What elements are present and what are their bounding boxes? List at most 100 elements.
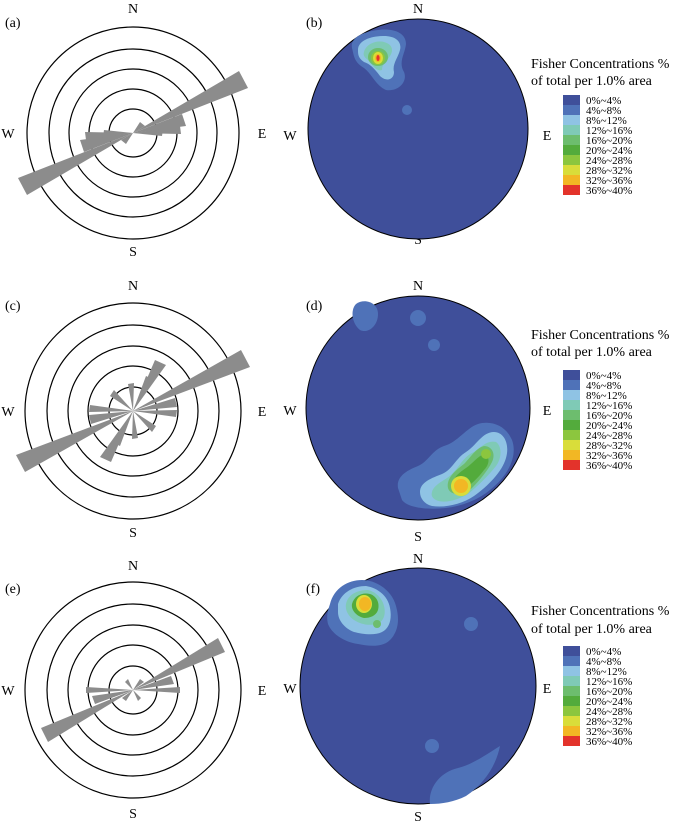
rose-ring	[67, 624, 199, 756]
legend-label: 32%~36%	[586, 175, 632, 187]
legend-label: 20%~24%	[586, 145, 632, 157]
legend-label: 12%~16%	[586, 400, 632, 412]
direction-e: E	[543, 404, 552, 419]
rose-ring-outer	[24, 581, 242, 799]
legend-swatch	[563, 696, 580, 706]
rose-petal	[133, 411, 156, 432]
legend-swatch	[563, 125, 580, 135]
panel-label-a: (a)	[5, 16, 21, 31]
legend-label: 32%~36%	[586, 726, 632, 738]
legend-swatch	[563, 450, 580, 460]
contour-4-8	[428, 339, 440, 351]
legend-swatch	[563, 390, 580, 400]
direction-s: S	[129, 807, 137, 822]
rose-ring	[46, 324, 220, 498]
rose-petal	[132, 411, 138, 439]
legend-swatch	[563, 165, 580, 175]
direction-w: W	[283, 682, 297, 697]
legend-title-line1: Fisher Concentrations %	[531, 57, 670, 72]
direction-e: E	[258, 127, 267, 142]
rose-ring	[87, 365, 179, 457]
direction-n: N	[128, 559, 138, 574]
rose-petal-dominant	[16, 411, 133, 472]
rose-petal	[133, 690, 141, 701]
rose-petal	[121, 133, 133, 144]
legend-label: 36%~40%	[586, 185, 632, 197]
direction-w: W	[283, 129, 297, 144]
rose-petal	[125, 679, 133, 690]
legend-label: 8%~12%	[586, 390, 627, 402]
legend-label: 0%~4%	[586, 95, 621, 107]
rose-diagram-e: (e) N S E W	[1, 559, 266, 822]
legend-swatch	[563, 105, 580, 115]
legend-label: 28%~32%	[586, 165, 632, 177]
contour-36-40	[376, 55, 380, 61]
panel-label-d: (d)	[306, 299, 323, 314]
legend-label: 20%~24%	[586, 420, 632, 432]
legend-swatch	[563, 440, 580, 450]
concentration-contours	[351, 29, 412, 115]
legend-label: 4%~8%	[586, 656, 621, 668]
legend-label: 24%~28%	[586, 430, 632, 442]
rose-ring-outer	[24, 302, 242, 520]
legend-swatch	[563, 145, 580, 155]
rose-petals	[16, 350, 250, 472]
legend-label: 4%~8%	[586, 380, 621, 392]
legend-title-line1: Fisher Concentrations %	[531, 328, 670, 343]
legend-swatch	[563, 155, 580, 165]
legend-swatches: 0%~4%4%~8%8%~12%12%~16%16%~20%20%~24%24%…	[563, 95, 632, 197]
legend-label: 12%~16%	[586, 125, 632, 137]
legend-swatch	[563, 646, 580, 656]
direction-s: S	[414, 233, 422, 248]
stereonet-f: (f) N S E W	[283, 552, 551, 824]
contour-16-20	[373, 620, 381, 628]
legend-label: 8%~12%	[586, 115, 627, 127]
legend-swatch	[563, 706, 580, 716]
rose-petal	[80, 133, 133, 152]
legend-title-line1: Fisher Concentrations %	[531, 604, 670, 619]
legend-swatch	[563, 135, 580, 145]
rose-petal-dominant	[18, 133, 133, 195]
panel-label-b: (b)	[306, 16, 323, 31]
rose-petal	[92, 690, 133, 704]
contour-4-8	[425, 739, 439, 753]
stereonet-disc	[307, 18, 529, 240]
legend-label: 24%~28%	[586, 155, 632, 167]
contour-4-8	[410, 310, 426, 326]
legend-swatch	[563, 686, 580, 696]
stereonet-d: (d) N S E W	[283, 279, 551, 545]
direction-w: W	[1, 684, 15, 699]
direction-w: W	[1, 127, 15, 142]
direction-e: E	[543, 129, 552, 144]
panel-label-e: (e)	[5, 582, 21, 597]
legend-swatch	[563, 370, 580, 380]
rose-petal-dominant	[133, 350, 250, 411]
legend-swatch	[563, 736, 580, 746]
legend-label: 28%~32%	[586, 716, 632, 728]
direction-s: S	[414, 530, 422, 545]
rose-ring	[67, 345, 199, 477]
rose-petal	[89, 405, 133, 412]
panel-label-c: (c)	[5, 299, 21, 314]
rose-petal	[133, 410, 177, 417]
direction-n: N	[413, 2, 423, 17]
rose-petal	[122, 690, 133, 701]
legend-label: 20%~24%	[586, 696, 632, 708]
direction-n: N	[128, 279, 138, 294]
direction-n: N	[413, 279, 423, 294]
concentration-contours	[327, 580, 500, 804]
rose-petal	[86, 687, 133, 693]
legend-label: 36%~40%	[586, 736, 632, 748]
rose-petal	[133, 129, 163, 136]
legend-swatch	[563, 676, 580, 686]
legend-title-line2: of total per 1.0% area	[531, 74, 653, 89]
legend-title-line2: of total per 1.0% area	[531, 622, 653, 637]
direction-e: E	[258, 405, 267, 420]
contour-32-36	[454, 479, 468, 493]
legend-swatch	[563, 420, 580, 430]
rose-petal	[133, 676, 174, 690]
legend-label: 28%~32%	[586, 440, 632, 452]
contour-4-8	[402, 105, 412, 115]
direction-s: S	[129, 526, 137, 541]
legend-label: 12%~16%	[586, 676, 632, 688]
